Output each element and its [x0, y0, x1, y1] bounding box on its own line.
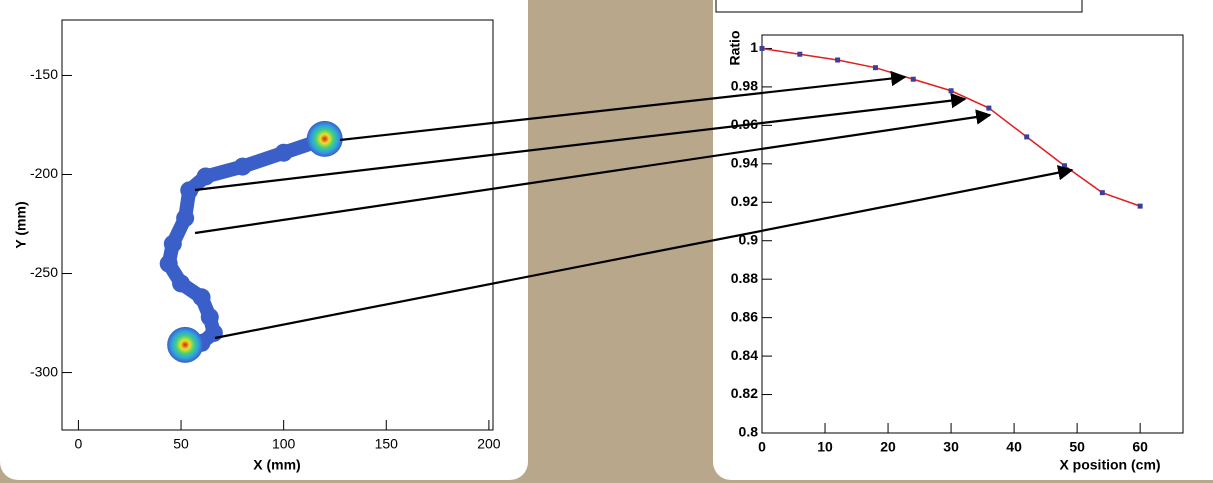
x-axis-label: X position (cm)	[1059, 457, 1160, 473]
data-point	[1100, 190, 1105, 195]
data-point	[911, 77, 916, 82]
y-axis-label: Ratio	[727, 31, 743, 66]
y-tick-label: -200	[30, 165, 58, 181]
y-tick-label: 0.94	[731, 155, 758, 171]
track-point	[193, 288, 211, 306]
x-tick-label: 150	[375, 436, 399, 452]
x-tick-label: 50	[173, 436, 189, 452]
top-box	[716, 0, 1082, 12]
y-tick-label: 0.8	[739, 424, 759, 440]
data-point	[949, 88, 954, 93]
track-point	[164, 235, 182, 253]
data-point	[797, 52, 802, 57]
y-tick-label: -300	[30, 363, 58, 379]
page: {"chart_data": [ {"type": "scatter", "xl…	[0, 0, 1213, 483]
y-tick-label: 1	[750, 39, 758, 55]
x-tick-label: 30	[943, 439, 959, 455]
hotspot	[307, 121, 343, 157]
figure: 050100150200-150-200-250-300X (mm)Y (mm)…	[0, 0, 1213, 483]
left-panel	[0, 0, 528, 480]
x-tick-label: 50	[1069, 439, 1085, 455]
x-tick-label: 100	[272, 436, 296, 452]
track-point	[197, 167, 215, 185]
track-point	[172, 274, 190, 292]
track-point	[176, 209, 194, 227]
data-point	[873, 65, 878, 70]
y-tick-label: 0.92	[731, 193, 758, 209]
data-point	[760, 46, 765, 51]
data-point	[986, 106, 991, 111]
y-tick-label: -150	[30, 66, 58, 82]
track-point	[160, 255, 178, 273]
y-tick-label: 0.88	[731, 270, 758, 286]
track-point	[234, 158, 252, 176]
x-tick-label: 0	[75, 436, 83, 452]
y-tick-label: 0.82	[731, 385, 758, 401]
y-tick-label: 0.86	[731, 308, 758, 324]
y-tick-label: 0.98	[731, 78, 758, 94]
hotspot	[167, 327, 203, 363]
x-tick-label: 200	[477, 436, 501, 452]
data-point	[1062, 163, 1067, 168]
x-tick-label: 40	[1006, 439, 1022, 455]
x-tick-label: 0	[758, 439, 766, 455]
y-axis-label: Y (mm)	[13, 201, 29, 248]
y-tick-label: 0.84	[731, 347, 758, 363]
y-tick-label: -250	[30, 264, 58, 280]
x-tick-label: 20	[880, 439, 896, 455]
data-point	[1024, 134, 1029, 139]
right-panel	[713, 0, 1213, 480]
x-tick-label: 10	[817, 439, 833, 455]
track-point	[201, 308, 219, 326]
data-point	[835, 57, 840, 62]
data-point	[1138, 204, 1143, 209]
x-axis-label: X (mm)	[253, 457, 300, 473]
x-tick-label: 60	[1132, 439, 1148, 455]
track-point	[275, 144, 293, 162]
